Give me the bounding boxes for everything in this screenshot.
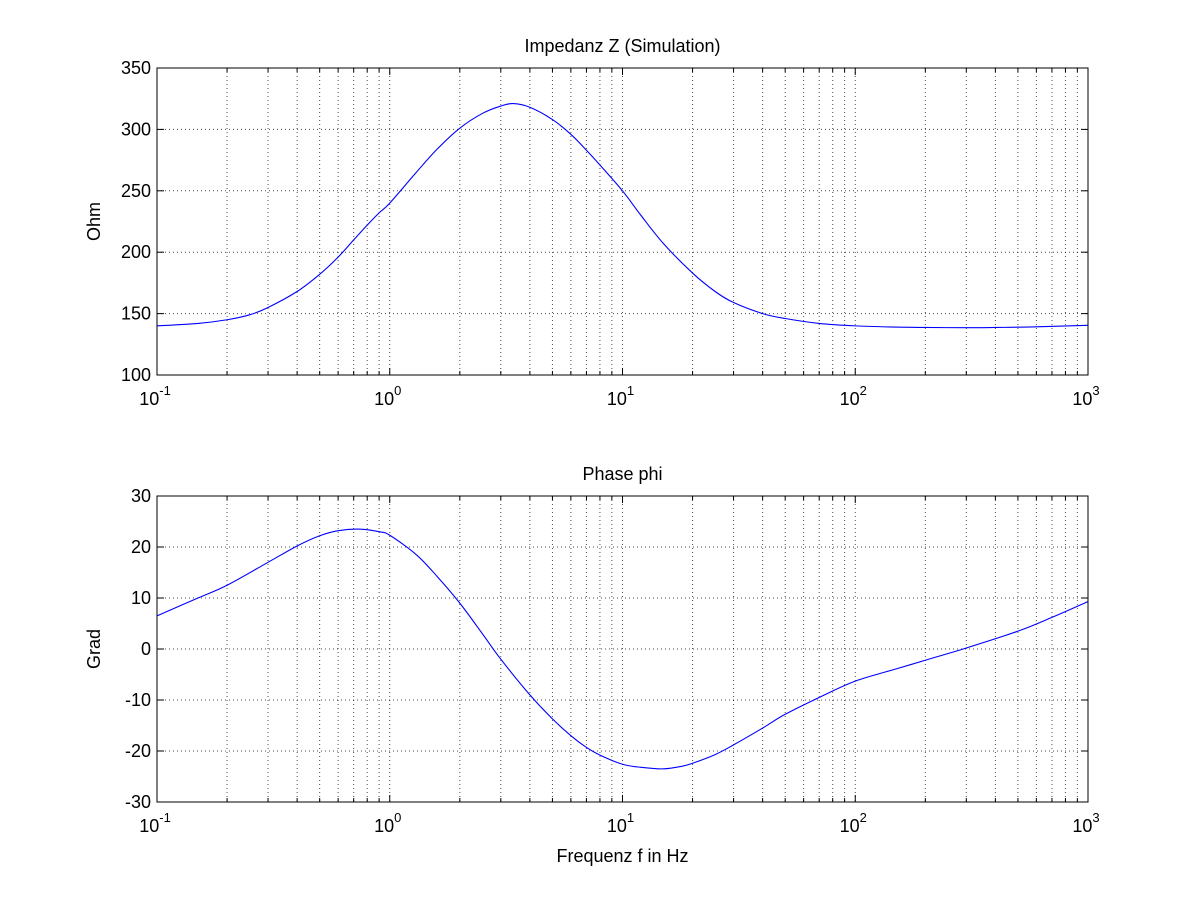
x-tick-base: 10 bbox=[374, 816, 394, 836]
axes-border bbox=[156, 495, 1089, 803]
x-tick-base: 10 bbox=[840, 389, 860, 409]
x-tick-exponent: 0 bbox=[394, 810, 401, 825]
y-tick-label: 200 bbox=[121, 242, 151, 262]
chart-title: Impedanz Z (Simulation) bbox=[524, 36, 720, 56]
y-tick-label: 250 bbox=[121, 181, 151, 201]
x-tick-exponent: 3 bbox=[1092, 383, 1099, 398]
x-tick-base: 10 bbox=[139, 389, 159, 409]
y-tick-label: 350 bbox=[121, 58, 151, 78]
chart-title: Phase phi bbox=[582, 464, 662, 484]
x-axis-label: Frequenz f in Hz bbox=[556, 846, 688, 866]
y-tick-label: 0 bbox=[141, 639, 151, 659]
y-tick-label: 30 bbox=[131, 486, 151, 506]
y-tick-label: 150 bbox=[121, 304, 151, 324]
x-tick-label: 102 bbox=[840, 810, 867, 836]
x-tick-exponent: 3 bbox=[1092, 810, 1099, 825]
x-tick-exponent: 1 bbox=[627, 383, 634, 398]
x-tick-base: 10 bbox=[607, 389, 627, 409]
series-line-1 bbox=[156, 103, 1089, 329]
y-tick-label: -30 bbox=[125, 792, 151, 812]
y-tick-label: -10 bbox=[125, 690, 151, 710]
axes-border bbox=[156, 67, 1089, 376]
y-tick-label: 100 bbox=[121, 365, 151, 385]
x-tick-label: 103 bbox=[1072, 810, 1099, 836]
x-tick-exponent: 1 bbox=[627, 810, 634, 825]
x-tick-base: 10 bbox=[139, 816, 159, 836]
x-tick-label: 100 bbox=[374, 383, 401, 409]
x-tick-base: 10 bbox=[607, 816, 627, 836]
x-tick-base: 10 bbox=[1072, 816, 1092, 836]
x-tick-exponent: 2 bbox=[860, 383, 867, 398]
x-tick-base: 10 bbox=[840, 816, 860, 836]
x-tick-label: 101 bbox=[607, 810, 634, 836]
x-tick-exponent: 2 bbox=[860, 810, 867, 825]
y-axis-label: Grad bbox=[84, 629, 104, 669]
x-tick-base: 10 bbox=[374, 389, 394, 409]
x-tick-base: 10 bbox=[1072, 389, 1092, 409]
y-tick-label: 20 bbox=[131, 537, 151, 557]
x-tick-label: 10-1 bbox=[139, 383, 171, 409]
y-tick-label: 300 bbox=[121, 119, 151, 139]
y-tick-label: 10 bbox=[131, 588, 151, 608]
x-tick-label: 101 bbox=[607, 383, 634, 409]
x-tick-label: 10-1 bbox=[139, 810, 171, 836]
x-tick-exponent: 0 bbox=[394, 383, 401, 398]
series-line-1 bbox=[156, 528, 1089, 770]
x-tick-exponent: -1 bbox=[159, 383, 171, 398]
x-tick-exponent: -1 bbox=[159, 810, 171, 825]
x-tick-label: 103 bbox=[1072, 383, 1099, 409]
x-tick-label: 102 bbox=[840, 383, 867, 409]
y-tick-label: -20 bbox=[125, 741, 151, 761]
plot-area bbox=[156, 67, 1089, 376]
x-tick-label: 100 bbox=[374, 810, 401, 836]
y-axis-label: Ohm bbox=[84, 202, 104, 241]
